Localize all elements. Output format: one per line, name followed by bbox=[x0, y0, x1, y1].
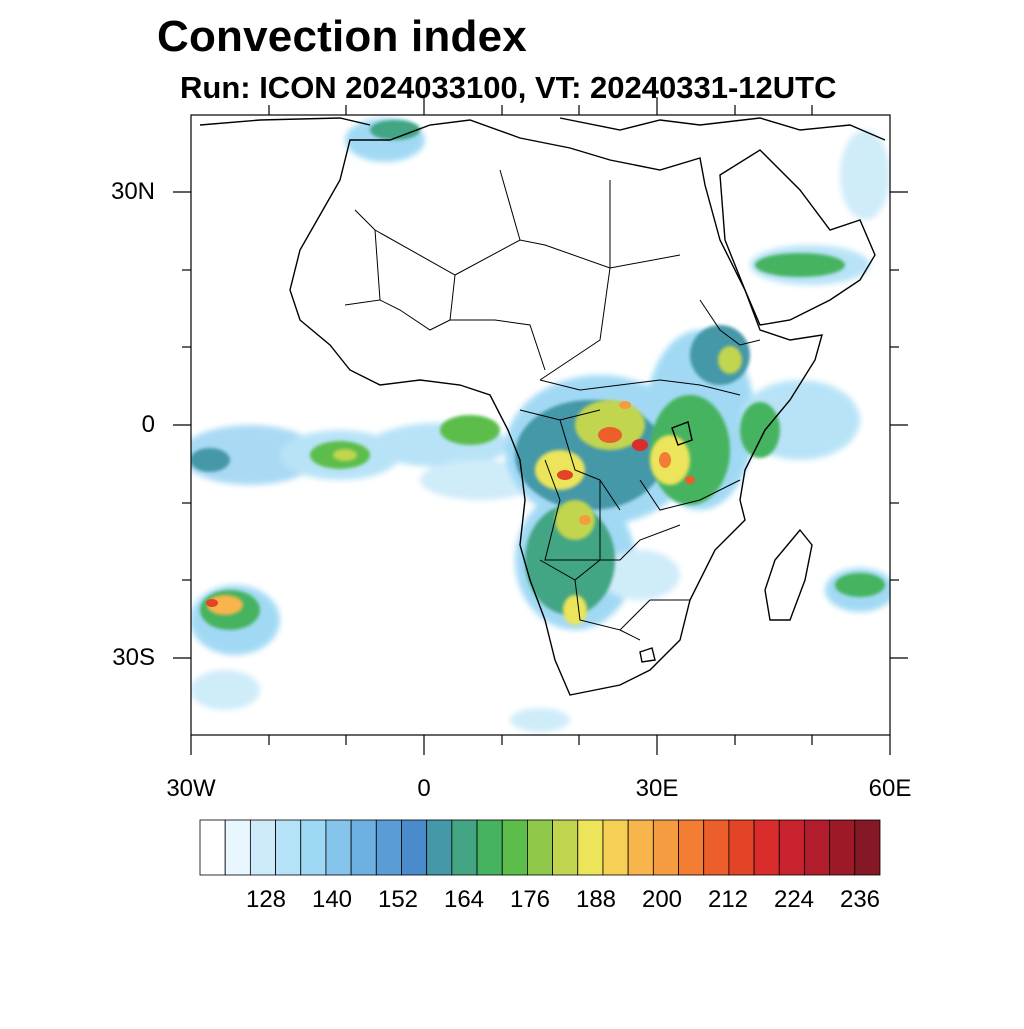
colorbar-box bbox=[426, 819, 453, 876]
congo-high-2 bbox=[535, 450, 585, 490]
colorbar-box bbox=[527, 819, 553, 876]
colorbar-box bbox=[501, 819, 528, 876]
rift-peak bbox=[659, 452, 671, 468]
angola-high bbox=[555, 500, 595, 540]
arabia-mid bbox=[755, 253, 845, 277]
south-tip-base bbox=[510, 708, 570, 732]
lon-label-0: 0 bbox=[417, 775, 431, 802]
indian-ocean-mid bbox=[835, 573, 885, 597]
lat-label-30n: 30N bbox=[110, 178, 155, 205]
lesotho bbox=[639, 647, 656, 663]
gulf-base bbox=[840, 130, 890, 220]
lon-label-60e: 60E bbox=[868, 775, 912, 802]
lat-label-0: 0 bbox=[141, 411, 155, 438]
europe-coast bbox=[199, 117, 886, 141]
south-atlantic-high bbox=[207, 595, 243, 615]
colorbar-box bbox=[854, 819, 881, 876]
colorbar-label-176: 176 bbox=[509, 886, 551, 913]
colorbar-box bbox=[627, 819, 654, 876]
colorbar-box bbox=[224, 819, 251, 876]
lon-label-30e: 30E bbox=[635, 775, 679, 802]
lon-label-30w: 30W bbox=[166, 775, 216, 802]
tanzania-peak bbox=[685, 476, 695, 484]
colorbar-box bbox=[249, 819, 276, 876]
colorbar-box bbox=[804, 819, 831, 876]
congo-peak-4 bbox=[619, 401, 631, 409]
colorbar-box bbox=[199, 819, 226, 876]
coastlines bbox=[199, 117, 886, 696]
chart-subtitle: Run: ICON 2024033100, VT: 20240331-12UTC bbox=[180, 70, 837, 105]
arabian-peninsula bbox=[719, 149, 876, 326]
colorbar-label-212: 212 bbox=[707, 886, 749, 913]
colorbar bbox=[199, 819, 881, 876]
colorbar-box bbox=[577, 819, 604, 876]
country-borders bbox=[344, 169, 761, 641]
colorbar-box bbox=[275, 819, 302, 876]
ethiopia-high bbox=[718, 346, 742, 374]
colorbar-box bbox=[678, 819, 705, 876]
colorbar-label-236: 236 bbox=[839, 886, 881, 913]
colorbar-box bbox=[753, 819, 780, 876]
colorbar-box bbox=[728, 819, 755, 876]
congo-peak-1 bbox=[598, 427, 622, 443]
colorbar-box bbox=[552, 819, 579, 876]
chart-title: Convection index bbox=[157, 12, 527, 61]
gulf-guinea-mid bbox=[440, 415, 500, 445]
lake-victoria bbox=[671, 421, 693, 446]
south-atlantic-peak bbox=[206, 599, 218, 607]
border-lines bbox=[344, 169, 761, 641]
colorbar-box bbox=[375, 819, 402, 876]
atlantic-band-west bbox=[191, 425, 320, 485]
congo-high-1 bbox=[575, 400, 645, 450]
colorbar-box bbox=[350, 819, 377, 876]
colorbar-box bbox=[703, 819, 730, 876]
colorbar-box bbox=[325, 819, 352, 876]
africa-coastline bbox=[289, 119, 823, 696]
madagascar bbox=[764, 528, 813, 621]
colorbar-label-200: 200 bbox=[641, 886, 683, 913]
colorbar-label-128: 128 bbox=[245, 886, 287, 913]
colorbar-box bbox=[300, 819, 327, 876]
zimbabwe-base bbox=[600, 550, 680, 600]
colorbar-box bbox=[602, 819, 629, 876]
colorbar-box bbox=[451, 819, 478, 876]
colorbar-label-152: 152 bbox=[377, 886, 419, 913]
axis-ticks bbox=[173, 97, 908, 755]
colorbar-label-224: 224 bbox=[773, 886, 815, 913]
colorbar-box bbox=[476, 819, 503, 876]
angola-peak bbox=[579, 515, 591, 525]
lat-label-30s: 30S bbox=[112, 644, 155, 671]
south-atlantic-tail bbox=[191, 670, 260, 710]
colorbar-box bbox=[401, 819, 428, 876]
colorbar-label-140: 140 bbox=[311, 886, 353, 913]
colorbar-box bbox=[778, 819, 805, 876]
colorbar-label-164: 164 bbox=[443, 886, 485, 913]
atlantic-cell-west bbox=[191, 448, 230, 472]
colorbar-box bbox=[652, 819, 679, 876]
colorbar-box bbox=[829, 819, 856, 876]
congo-peak-2 bbox=[632, 439, 648, 451]
convection-field bbox=[191, 118, 890, 732]
kenya-coast-mid bbox=[740, 402, 780, 458]
med-mid bbox=[370, 120, 420, 140]
congo-peak-3 bbox=[557, 470, 573, 480]
colorbar-label-188: 188 bbox=[575, 886, 617, 913]
atlantic-high bbox=[333, 449, 357, 461]
botswana-high bbox=[563, 595, 587, 625]
